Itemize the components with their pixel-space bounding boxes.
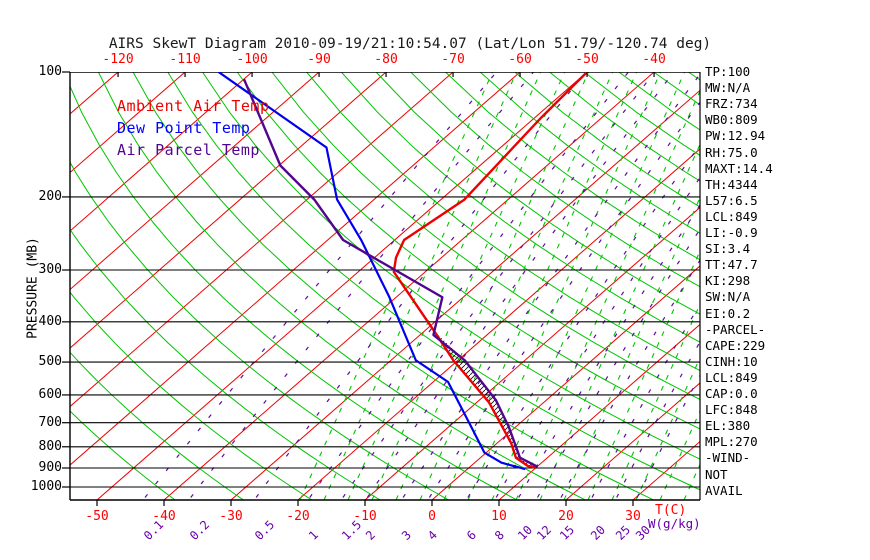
stat-line: LI:-0.9 xyxy=(705,225,758,240)
pressure-tick-label: 800 xyxy=(38,438,62,454)
top-temp-tick-label: -90 xyxy=(307,52,331,67)
top-temp-tick-label: -100 xyxy=(236,52,268,67)
pressure-tick-label: 400 xyxy=(38,313,62,329)
stat-line: L57:6.5 xyxy=(705,192,758,208)
temp-unit-label: T(C) xyxy=(655,503,687,518)
stat-line: RH:75.0 xyxy=(705,144,758,160)
legend-air-parcel-temp: Air Parcel Temp xyxy=(117,141,260,159)
pressure-tick-label: 900 xyxy=(38,460,62,475)
bottom-temp-tick-label: -20 xyxy=(286,509,310,524)
bottom-temp-tick-label: -10 xyxy=(353,509,377,524)
stat-line: EL:380 xyxy=(705,418,751,434)
top-temp-tick-label: -50 xyxy=(575,52,599,67)
stat-line: AVAIL xyxy=(705,482,743,498)
pressure-tick-label: 200 xyxy=(38,188,62,204)
pressure-tick-label: 100 xyxy=(38,64,62,79)
bottom-temp-tick-label: -50 xyxy=(85,509,109,524)
stat-line: CAPE:229 xyxy=(705,337,766,353)
chart-title: AIRS SkewT Diagram 2010-09-19/21:10:54.0… xyxy=(108,36,712,52)
stat-line: TH:4344 xyxy=(705,176,758,192)
mixing-unit-label: W(g/kg) xyxy=(648,516,701,531)
stat-line: SI:3.4 xyxy=(705,241,751,257)
bottom-temp-tick-label: 0 xyxy=(428,509,436,524)
stat-line: TT:47.7 xyxy=(705,257,758,273)
stat-line: LFC:848 xyxy=(705,402,758,418)
pressure-tick-label: 300 xyxy=(38,262,62,277)
legend-dew-point-temp: Dew Point Temp xyxy=(117,119,251,137)
stat-line: -PARCEL- xyxy=(705,321,766,337)
legend-ambient-air-temp: Ambient Air Temp xyxy=(117,97,270,115)
top-temp-tick-label: -40 xyxy=(642,52,666,67)
stat-line: WB0:809 xyxy=(705,112,758,128)
stat-line: FRZ:734 xyxy=(705,96,758,112)
bottom-temp-tick-label: 30 xyxy=(625,509,641,524)
stat-line: LCL:849 xyxy=(705,369,758,385)
grid-layer xyxy=(70,72,700,500)
stat-line: NOT xyxy=(705,466,728,482)
pressure-tick-label: 1000 xyxy=(30,479,62,494)
stat-line: LCL:849 xyxy=(705,208,758,224)
stat-line: -WIND- xyxy=(705,450,751,466)
pressure-tick-label: 500 xyxy=(38,354,62,370)
stat-line: SW:N/A xyxy=(705,289,751,305)
stat-line: TP:100 xyxy=(705,64,751,79)
axes-frame xyxy=(62,71,701,506)
pressure-tick-label: 700 xyxy=(38,414,62,430)
stat-line: KI:298 xyxy=(705,273,751,289)
stat-line: MAXT:14.4 xyxy=(705,160,773,176)
bottom-temp-tick-label: 20 xyxy=(558,509,574,524)
bottom-temp-tick-label: -30 xyxy=(219,509,243,524)
bottom-temp-tick-label: -40 xyxy=(152,509,176,524)
top-temp-tick-label: -60 xyxy=(508,52,532,67)
stat-line: EI:0.2 xyxy=(705,305,751,321)
top-temp-tick-label: -70 xyxy=(441,52,465,67)
stat-line: CINH:10 xyxy=(705,353,758,369)
bottom-temp-tick-label: 10 xyxy=(491,509,507,524)
stat-line: MW:N/A xyxy=(705,80,751,96)
top-temp-tick-label: -110 xyxy=(169,52,201,67)
pressure-tick-label: 600 xyxy=(38,386,62,402)
stat-line: PW:12.94 xyxy=(705,128,766,144)
stat-line: MPL:270 xyxy=(705,434,758,450)
top-temp-tick-label: -80 xyxy=(374,52,398,67)
top-temp-tick-label: -120 xyxy=(102,52,134,67)
stat-line: CAP:0.0 xyxy=(705,386,758,401)
